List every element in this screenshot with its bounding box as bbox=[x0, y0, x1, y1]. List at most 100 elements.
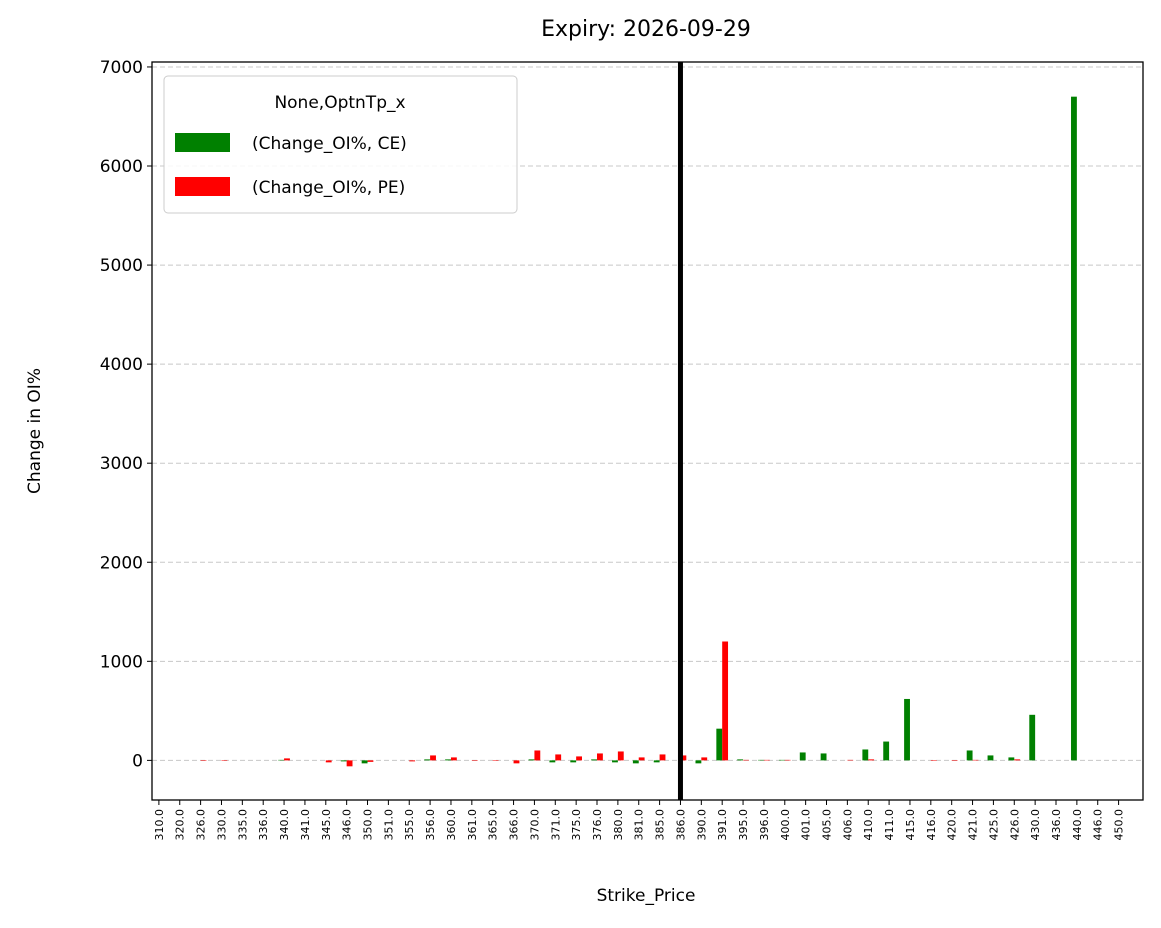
bar bbox=[1071, 96, 1077, 761]
x-tick-label: 320.0 bbox=[174, 809, 187, 841]
y-tick-label: 0 bbox=[132, 751, 143, 771]
x-tick-label: 310.0 bbox=[153, 809, 166, 841]
y-tick-label: 4000 bbox=[100, 355, 143, 375]
bar bbox=[528, 759, 535, 761]
x-tick-label: 370.0 bbox=[528, 809, 541, 841]
bar bbox=[966, 750, 973, 761]
x-tick-label: 406.0 bbox=[841, 809, 854, 841]
x-tick-label: 410.0 bbox=[862, 809, 875, 841]
chart-title: Expiry: 2026-09-29 bbox=[541, 17, 751, 42]
x-tick-label: 395.0 bbox=[737, 809, 750, 841]
x-axis-label: Strike_Price bbox=[597, 886, 696, 906]
y-axis-label: Change in OI% bbox=[25, 368, 45, 494]
bar bbox=[716, 728, 723, 761]
bar bbox=[340, 760, 347, 762]
bar bbox=[570, 760, 577, 763]
x-tick-label: 416.0 bbox=[925, 809, 938, 841]
bar bbox=[549, 760, 556, 763]
x-tick-label: 365.0 bbox=[487, 809, 500, 841]
y-tick-label: 3000 bbox=[100, 454, 143, 474]
bar bbox=[632, 760, 639, 764]
x-tick-label: 401.0 bbox=[800, 809, 813, 841]
bar bbox=[445, 759, 451, 761]
plot-frame bbox=[151, 61, 1144, 801]
bar bbox=[653, 760, 660, 763]
y-tick-label: 1000 bbox=[100, 652, 143, 672]
x-tick-label: 396.0 bbox=[758, 809, 771, 841]
x-tick-label: 341.0 bbox=[299, 809, 312, 841]
bar bbox=[820, 753, 827, 761]
y-tick-label: 5000 bbox=[100, 256, 143, 276]
x-tick-label: 391.0 bbox=[716, 809, 729, 841]
bar bbox=[325, 760, 332, 763]
x-tick-label: 375.0 bbox=[570, 809, 583, 841]
bar bbox=[1008, 757, 1015, 761]
x-tick-label: 420.0 bbox=[946, 809, 959, 841]
x-tick-label: 366.0 bbox=[508, 809, 521, 841]
bar bbox=[638, 757, 645, 761]
x-tick-label: 436.0 bbox=[1050, 809, 1063, 841]
legend-swatch bbox=[175, 133, 230, 152]
x-tick-label: 446.0 bbox=[1092, 809, 1105, 841]
x-tick-label: 415.0 bbox=[904, 809, 917, 841]
bar bbox=[737, 759, 744, 761]
x-tick-label: 346.0 bbox=[341, 809, 354, 841]
bar bbox=[1014, 759, 1021, 761]
x-tick-label: 411.0 bbox=[883, 809, 896, 841]
bar bbox=[367, 760, 374, 762]
x-tick-label: 381.0 bbox=[633, 809, 646, 841]
x-tick-label: 360.0 bbox=[445, 809, 458, 841]
y-tick-label: 7000 bbox=[100, 58, 143, 78]
x-tick-label: 340.0 bbox=[278, 809, 291, 841]
bar bbox=[430, 755, 436, 761]
x-tick-label: 361.0 bbox=[466, 809, 479, 841]
x-tick-label: 336.0 bbox=[257, 809, 270, 841]
x-tick-label: 355.0 bbox=[403, 809, 416, 841]
x-tick-label: 356.0 bbox=[424, 809, 437, 841]
bar bbox=[904, 698, 910, 761]
bar bbox=[576, 756, 582, 761]
bar bbox=[1029, 714, 1036, 761]
bar bbox=[555, 754, 562, 761]
x-tick-label: 326.0 bbox=[195, 809, 208, 841]
legend-label: (Change_OI%, CE) bbox=[252, 134, 407, 154]
x-tick-label: 400.0 bbox=[779, 809, 792, 841]
bar bbox=[597, 753, 603, 761]
x-tick-label: 376.0 bbox=[591, 809, 604, 841]
x-tick-label: 371.0 bbox=[549, 809, 562, 841]
bar bbox=[591, 759, 598, 761]
x-tick-label: 345.0 bbox=[320, 809, 333, 841]
bar bbox=[612, 760, 618, 763]
bar bbox=[534, 750, 541, 761]
legend-title: None,OptnTp_x bbox=[274, 93, 405, 113]
bar bbox=[361, 760, 368, 764]
bar bbox=[695, 760, 702, 764]
x-tick-label: 350.0 bbox=[362, 809, 375, 841]
bar bbox=[799, 752, 806, 761]
x-tick-label: 380.0 bbox=[612, 809, 625, 841]
x-tick-label: 385.0 bbox=[654, 809, 667, 841]
bar bbox=[701, 757, 708, 761]
legend-swatch bbox=[175, 177, 230, 196]
bar bbox=[513, 760, 520, 764]
x-tick-label: 405.0 bbox=[821, 809, 834, 841]
bar bbox=[722, 641, 729, 761]
bar bbox=[617, 751, 624, 761]
bar bbox=[862, 749, 869, 761]
bar bbox=[883, 741, 890, 761]
x-tick-label: 335.0 bbox=[236, 809, 249, 841]
legend-box bbox=[163, 75, 518, 214]
y-tick-label: 2000 bbox=[100, 553, 143, 573]
x-tick-label: 450.0 bbox=[1113, 809, 1126, 841]
legend-label: (Change_OI%, PE) bbox=[252, 178, 405, 198]
x-tick-label: 430.0 bbox=[1029, 809, 1042, 841]
bar bbox=[987, 755, 994, 761]
bar bbox=[346, 760, 353, 767]
bar bbox=[284, 758, 290, 761]
x-tick-label: 440.0 bbox=[1071, 809, 1084, 841]
bar bbox=[424, 759, 431, 761]
bar bbox=[659, 754, 666, 761]
x-tick-label: 351.0 bbox=[382, 809, 395, 841]
x-tick-label: 390.0 bbox=[695, 809, 708, 841]
